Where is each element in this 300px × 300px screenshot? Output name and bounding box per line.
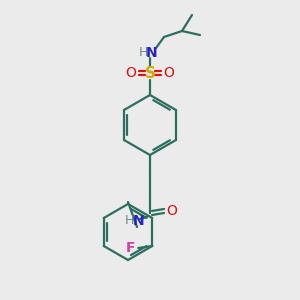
Text: H: H <box>138 46 148 59</box>
Text: O: O <box>164 66 174 80</box>
Text: N: N <box>133 214 145 228</box>
Text: F: F <box>125 241 135 255</box>
Text: O: O <box>167 204 177 218</box>
Text: O: O <box>126 66 136 80</box>
Text: N: N <box>146 46 158 60</box>
Text: H: H <box>124 214 134 227</box>
Text: S: S <box>145 65 155 80</box>
